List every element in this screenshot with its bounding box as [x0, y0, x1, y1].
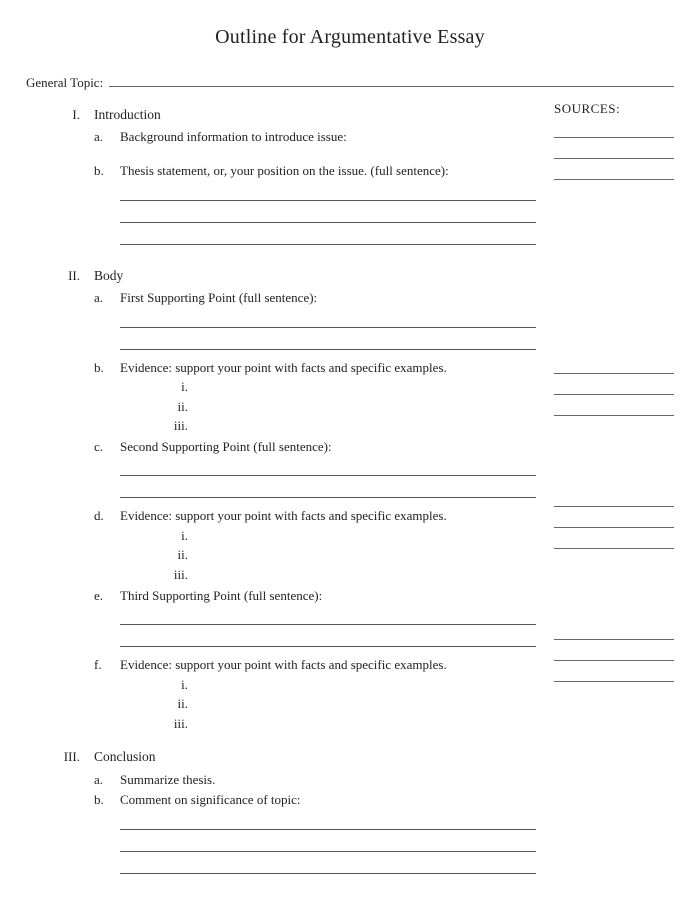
item-II-b-source-lines [554, 359, 674, 416]
item-I-a: a.Background information to introduce is… [94, 128, 536, 160]
write-line[interactable] [120, 460, 536, 476]
source-fill-line[interactable] [554, 667, 674, 682]
item-I-b: b.Thesis statement, or, your position on… [94, 162, 536, 251]
subitem: ii. [120, 695, 536, 713]
item-II-a: a.First Supporting Point (full sentence)… [94, 289, 536, 356]
general-topic-row: General Topic: [26, 73, 674, 92]
item-III-b: b.Comment on significance of topic: [94, 791, 536, 880]
subitem: ii. [120, 398, 536, 416]
write-line[interactable] [120, 334, 536, 350]
section-II: II.Body a.First Supporting Point (full se… [26, 267, 536, 732]
source-fill-line[interactable] [554, 144, 674, 159]
write-line[interactable] [120, 229, 536, 245]
item-text: Second Supporting Point (full sentence): [120, 438, 536, 456]
source-fill-line[interactable] [554, 401, 674, 416]
write-line[interactable] [120, 482, 536, 498]
item-II-d-source-lines [554, 492, 674, 549]
subitem: i. [120, 527, 536, 545]
write-line[interactable] [120, 858, 536, 874]
section-heading: Body [94, 267, 536, 285]
subitem: iii. [120, 566, 536, 584]
item-I-a-source-lines [554, 123, 674, 180]
subitem-numeral: i. [166, 378, 196, 396]
item-letter: f. [94, 656, 120, 732]
subitem-numeral: i. [166, 676, 196, 694]
page-title: Outline for Argumentative Essay [26, 24, 674, 51]
sources-column: SOURCES: [554, 100, 674, 820]
item-II-b: b.Evidence: support your point with fact… [94, 359, 536, 435]
subitem-numeral: iii. [166, 566, 196, 584]
outline-main-column: I.Introductiona.Background information t… [26, 100, 536, 890]
subitem-numeral: ii. [166, 398, 196, 416]
item-letter: d. [94, 507, 120, 583]
section-I: I.Introduction a.Background information t… [26, 106, 536, 251]
general-topic-label: General Topic: [26, 74, 109, 92]
source-fill-line[interactable] [554, 625, 674, 640]
subitem: ii. [120, 546, 536, 564]
item-letter: b. [94, 359, 120, 435]
source-fill-line[interactable] [554, 513, 674, 528]
subitem-numeral: i. [166, 527, 196, 545]
item-text: Thesis statement, or, your position on t… [120, 162, 536, 180]
section-heading: Conclusion [94, 748, 536, 766]
item-II-c: c.Second Supporting Point (full sentence… [94, 438, 536, 505]
section-numeral: I. [26, 106, 94, 251]
item-III-a: a.Summarize thesis. [94, 771, 536, 789]
subitem-numeral: ii. [166, 695, 196, 713]
item-text: Evidence: support your point with facts … [120, 359, 536, 377]
subitem: i. [120, 676, 536, 694]
source-fill-line[interactable] [554, 359, 674, 374]
columns: I.Introductiona.Background information t… [26, 100, 674, 890]
item-text: Summarize thesis. [120, 771, 536, 789]
item-letter: a. [94, 289, 120, 356]
item-text: Evidence: support your point with facts … [120, 507, 536, 525]
write-line[interactable] [120, 312, 536, 328]
source-fill-line[interactable] [554, 492, 674, 507]
item-II-e: e.Third Supporting Point (full sentence)… [94, 587, 536, 654]
subitem-numeral: iii. [166, 417, 196, 435]
item-letter: a. [94, 771, 120, 789]
subitem: iii. [120, 715, 536, 733]
subitem-numeral: iii. [166, 715, 196, 733]
general-topic-fill-line[interactable] [109, 73, 674, 87]
section-III: III.Conclusiona.Summarize thesis.b.Comme… [26, 748, 536, 879]
item-II-f-source-lines [554, 625, 674, 682]
source-fill-line[interactable] [554, 165, 674, 180]
source-fill-line[interactable] [554, 646, 674, 661]
item-text: Evidence: support your point with facts … [120, 656, 536, 674]
write-line[interactable] [120, 836, 536, 852]
worksheet-page: Outline for Argumentative Essay General … [0, 0, 700, 910]
item-letter: b. [94, 791, 120, 880]
source-fill-line[interactable] [554, 380, 674, 395]
item-letter: a. [94, 128, 120, 160]
item-II-f: f.Evidence: support your point with fact… [94, 656, 536, 732]
subitem: iii. [120, 417, 536, 435]
item-text: Background information to introduce issu… [120, 128, 536, 146]
item-II-d: d.Evidence: support your point with fact… [94, 507, 536, 583]
item-letter: e. [94, 587, 120, 654]
write-line[interactable] [120, 207, 536, 223]
source-fill-line[interactable] [554, 123, 674, 138]
item-letter: c. [94, 438, 120, 505]
write-line[interactable] [120, 185, 536, 201]
subitem-numeral: ii. [166, 546, 196, 564]
item-letter: b. [94, 162, 120, 251]
sources-label: SOURCES: [554, 100, 674, 118]
spacing [120, 145, 536, 159]
write-line[interactable] [120, 609, 536, 625]
section-heading: Introduction [94, 106, 536, 124]
source-fill-line[interactable] [554, 534, 674, 549]
item-text: Comment on significance of topic: [120, 791, 536, 809]
section-numeral: II. [26, 267, 94, 732]
write-line[interactable] [120, 814, 536, 830]
subitem: i. [120, 378, 536, 396]
write-line[interactable] [120, 631, 536, 647]
item-text: Third Supporting Point (full sentence): [120, 587, 536, 605]
section-numeral: III. [26, 748, 94, 879]
item-text: First Supporting Point (full sentence): [120, 289, 536, 307]
